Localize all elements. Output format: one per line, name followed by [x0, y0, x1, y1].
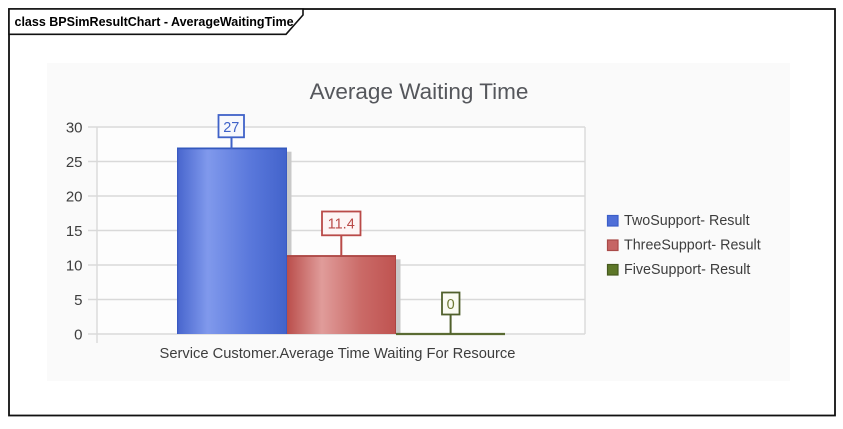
svg-text:27: 27: [223, 120, 239, 136]
svg-text:20: 20: [66, 189, 83, 206]
svg-text:Average Waiting Time: Average Waiting Time: [310, 79, 529, 104]
svg-text:30: 30: [66, 120, 83, 137]
svg-text:15: 15: [66, 223, 83, 240]
svg-text:TwoSupport- Result: TwoSupport- Result: [624, 213, 750, 229]
svg-text:25: 25: [66, 154, 83, 171]
svg-text:10: 10: [66, 258, 83, 275]
svg-text:0: 0: [74, 327, 82, 344]
svg-text:0: 0: [447, 297, 455, 313]
svg-text:class BPSimResultChart - Avera: class BPSimResultChart - AverageWaitingT…: [15, 15, 294, 29]
svg-text:ThreeSupport- Result: ThreeSupport- Result: [624, 238, 761, 254]
svg-text:11.4: 11.4: [328, 217, 355, 233]
svg-text:Service Customer.Average Time: Service Customer.Average Time Waiting Fo…: [160, 346, 516, 362]
svg-text:5: 5: [74, 292, 82, 309]
svg-text:FiveSupport- Result: FiveSupport- Result: [624, 262, 750, 278]
